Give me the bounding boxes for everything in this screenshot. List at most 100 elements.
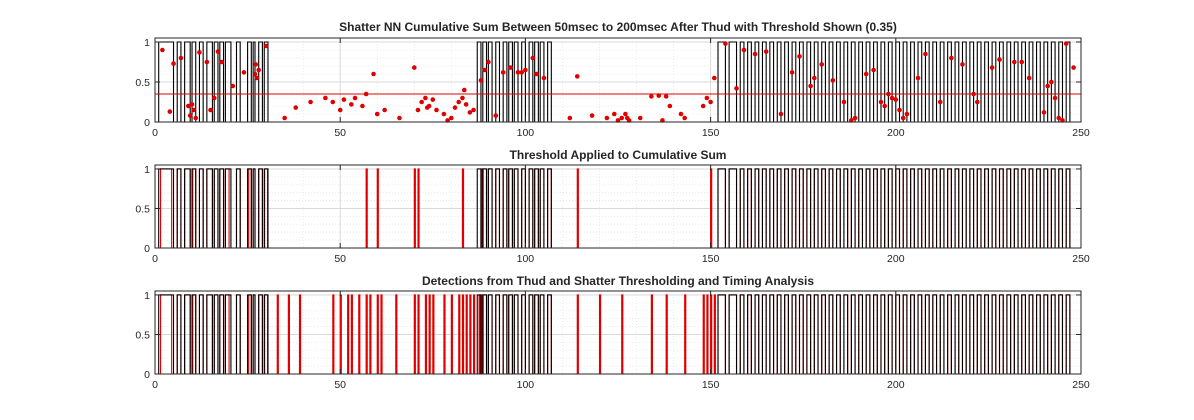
- data-point: [889, 95, 895, 101]
- x-tick-label: 100: [517, 379, 535, 391]
- data-point: [382, 107, 387, 113]
- data-point: [778, 111, 784, 117]
- data-point: [704, 95, 710, 101]
- data-point: [523, 67, 528, 73]
- x-tick-label: 250: [1072, 253, 1090, 265]
- data-point: [415, 107, 421, 113]
- data-point: [1019, 59, 1025, 65]
- data-point: [789, 70, 795, 75]
- data-point: [463, 102, 469, 107]
- x-tick-label: 200: [887, 379, 905, 391]
- data-point: [374, 111, 380, 117]
- data-point: [971, 91, 976, 97]
- data-point: [808, 83, 813, 89]
- x-tick-label: 200: [887, 253, 905, 265]
- axes-background: [155, 38, 1081, 122]
- data-point: [656, 93, 662, 98]
- data-point: [712, 75, 717, 81]
- x-tick-label: 150: [702, 379, 720, 391]
- data-point: [241, 70, 247, 75]
- data-point: [219, 59, 224, 65]
- data-point: [974, 99, 980, 105]
- data-point: [937, 99, 943, 105]
- data-point: [893, 97, 899, 102]
- x-tick-label: 150: [702, 253, 720, 265]
- data-point: [541, 75, 547, 81]
- data-point: [1041, 110, 1047, 115]
- data-point: [263, 43, 269, 49]
- data-point: [900, 115, 906, 121]
- data-point: [254, 75, 260, 81]
- data-point: [923, 51, 928, 57]
- data-point: [467, 110, 473, 115]
- x-tick-label: 250: [1072, 379, 1090, 391]
- data-point: [882, 103, 887, 109]
- data-point: [734, 86, 739, 91]
- data-point: [204, 59, 210, 65]
- data-point: [256, 67, 262, 73]
- data-point: [434, 107, 439, 113]
- data-point: [700, 103, 706, 109]
- x-tick-label: 50: [334, 379, 346, 391]
- data-point: [682, 115, 687, 121]
- data-point: [208, 107, 213, 113]
- data-point: [187, 113, 193, 118]
- x-tick-label: 0: [152, 127, 158, 139]
- data-point: [423, 95, 428, 101]
- data-point: [197, 50, 202, 55]
- data-point: [293, 105, 299, 110]
- x-tick-label: 250: [1072, 127, 1090, 139]
- plot-title: Detections from Thud and Shatter Thresho…: [422, 274, 814, 288]
- data-point: [330, 99, 336, 105]
- data-point: [352, 95, 358, 101]
- data-point: [812, 75, 817, 81]
- data-point: [604, 115, 610, 121]
- data-point: [741, 47, 747, 53]
- data-point: [452, 105, 458, 110]
- y-tick-label: 1: [144, 164, 150, 176]
- data-point: [426, 103, 432, 109]
- data-point: [519, 70, 524, 75]
- axes-frame: [154, 164, 1082, 249]
- data-point: [349, 102, 354, 107]
- y-tick-label: 1: [144, 290, 150, 302]
- data-point: [841, 99, 847, 105]
- data-point: [252, 71, 258, 77]
- data-point: [763, 49, 769, 54]
- data-point: [1056, 115, 1062, 121]
- y-tick-label: 0: [144, 117, 150, 129]
- data-point: [863, 71, 869, 77]
- data-point: [482, 67, 487, 73]
- data-point: [589, 113, 595, 118]
- data-point: [797, 54, 802, 59]
- axes-background: [155, 291, 1081, 374]
- x-tick-label: 100: [517, 253, 535, 265]
- data-point: [323, 95, 328, 101]
- data-point: [1063, 41, 1069, 46]
- data-point: [441, 111, 447, 117]
- data-point: [708, 99, 713, 105]
- data-point: [308, 99, 313, 105]
- data-point: [723, 41, 728, 46]
- data-point: [752, 51, 758, 57]
- data-point: [1012, 59, 1017, 65]
- plot-title: Shatter NN Cumulative Sum Between 50msec…: [339, 20, 897, 34]
- data-point: [904, 111, 910, 117]
- data-point: [186, 103, 191, 109]
- y-tick-label: 0.5: [135, 329, 150, 341]
- data-point: [1045, 83, 1050, 89]
- data-point: [337, 107, 343, 113]
- data-point: [363, 91, 369, 97]
- data-point: [619, 115, 625, 121]
- data-point: [611, 111, 617, 117]
- data-point: [486, 59, 491, 65]
- y-tick-label: 0: [144, 369, 150, 381]
- plot-title: Threshold Applied to Cumulative Sum: [510, 148, 727, 162]
- x-tick-label: 200: [887, 127, 905, 139]
- data-point: [478, 78, 484, 83]
- data-point: [253, 62, 259, 67]
- data-point: [897, 107, 902, 113]
- data-point: [678, 111, 684, 117]
- data-point: [667, 103, 673, 109]
